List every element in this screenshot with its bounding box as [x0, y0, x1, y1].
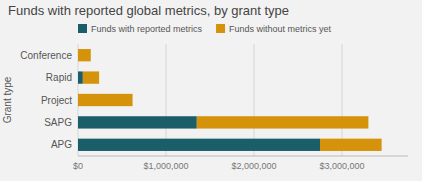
x-tick-label: $2,000,000 — [231, 161, 276, 171]
page: {"chart_data": {"type": "bar", "orientat… — [0, 0, 422, 181]
legend-swatch — [216, 24, 225, 33]
title: Funds with reported global metrics, by g… — [8, 3, 289, 18]
y-tick-label: Project — [41, 95, 72, 106]
x-tick-label: $1,000,000 — [143, 161, 188, 171]
legend: Funds with reported metrics Funds without… — [78, 24, 332, 34]
hbar — [78, 139, 320, 151]
hbar — [197, 116, 369, 128]
x-axis-line — [78, 156, 408, 157]
hbar — [320, 139, 382, 151]
y-tick-label: APG — [51, 139, 72, 150]
hbar — [78, 94, 133, 106]
y-tick-label: Conference — [20, 50, 72, 61]
hbar — [83, 71, 99, 83]
legend-label: Funds without metrics yet — [229, 24, 332, 34]
y-tick-label: SAPG — [44, 117, 72, 128]
legend-label: Funds with reported metrics — [91, 24, 203, 34]
bars — [78, 49, 382, 151]
hbar — [78, 49, 91, 61]
x-tick-label: $0 — [73, 161, 83, 171]
y-axis: Conference Rapid Project SAPG APG Grant type — [2, 50, 72, 151]
y-axis-label: Grant type — [2, 76, 13, 123]
y-tick-label: Rapid — [46, 72, 72, 83]
legend-swatch — [78, 24, 87, 33]
x-axis: $0 $1,000,000 $2,000,000 $3,000,000 — [73, 44, 408, 171]
hbar — [78, 116, 197, 128]
hbar — [78, 71, 83, 83]
x-tick-label: $3,000,000 — [319, 161, 364, 171]
chart: Funds with reported global metrics, by g… — [0, 0, 422, 181]
